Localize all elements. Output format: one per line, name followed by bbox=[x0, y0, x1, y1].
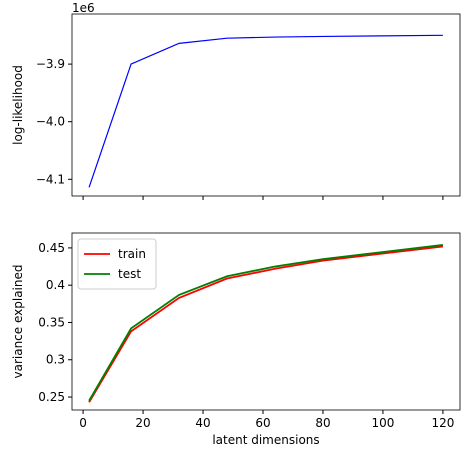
legend-box bbox=[77, 238, 157, 290]
legend-label: test bbox=[118, 267, 141, 281]
y-tick-label: 0.35 bbox=[38, 315, 65, 329]
y-tick-label: 0.4 bbox=[46, 278, 65, 292]
x-tick-label: 100 bbox=[371, 416, 394, 430]
legend-label: train bbox=[118, 247, 146, 261]
axes-frame bbox=[71, 13, 461, 197]
x-tick-label: 20 bbox=[135, 416, 150, 430]
x-axis-label: latent dimensions bbox=[212, 433, 319, 447]
x-tick-label: 80 bbox=[315, 416, 330, 430]
series-line bbox=[88, 244, 444, 402]
y-tick-label: −4.0 bbox=[36, 115, 65, 129]
x-tick-label: 120 bbox=[431, 416, 454, 430]
y-tick-label: −3.9 bbox=[36, 57, 65, 71]
y-offset-label: 1e6 bbox=[72, 1, 95, 15]
y-tick-label: 0.25 bbox=[38, 390, 65, 404]
y-tick-label: 0.45 bbox=[38, 241, 65, 255]
series-line bbox=[88, 34, 443, 188]
series-line bbox=[88, 245, 444, 403]
y-tick-label: −4.1 bbox=[36, 172, 65, 186]
y-tick-label: 0.3 bbox=[46, 353, 65, 367]
y-axis-label: log-likelihood bbox=[11, 65, 25, 145]
axes-frame bbox=[71, 232, 461, 411]
x-tick-label: 0 bbox=[79, 416, 87, 430]
x-tick-label: 60 bbox=[255, 416, 270, 430]
x-tick-label: 40 bbox=[195, 416, 210, 430]
y-axis-label: variance explained bbox=[11, 265, 25, 379]
